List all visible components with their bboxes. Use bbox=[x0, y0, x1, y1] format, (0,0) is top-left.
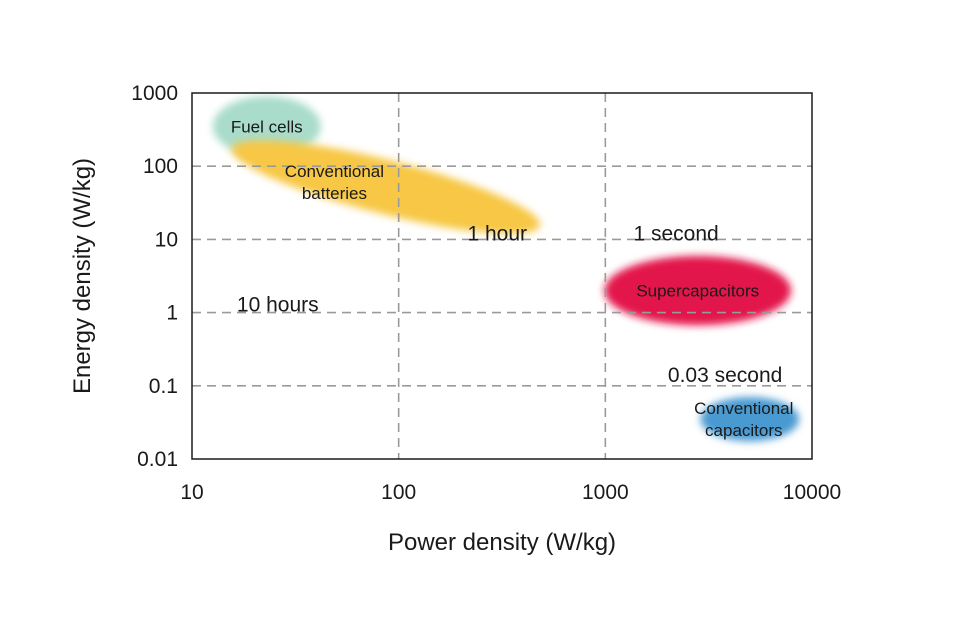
y-axis-label: Energy density (W/kg) bbox=[69, 158, 96, 394]
y-tick-label: 100 bbox=[143, 155, 178, 178]
y-tick-label: 1000 bbox=[131, 82, 178, 105]
region-labels-layer: Fuel cells Conventional batteries Supercapa… bbox=[231, 117, 794, 440]
ticks-layer: 10 100 1000 10000 0.01 0.1 1 10 100 1000 bbox=[131, 82, 841, 504]
annotation-label: 0.03 second bbox=[668, 364, 782, 387]
region-conventional-capacitors bbox=[700, 397, 800, 442]
grid-layer bbox=[192, 93, 812, 459]
region-label: Conventional bbox=[694, 399, 793, 418]
plot-frame bbox=[191, 92, 813, 460]
region-label: capacitors bbox=[705, 421, 782, 440]
annotation-label: 1 hour bbox=[467, 223, 527, 246]
region-label: batteries bbox=[302, 184, 367, 203]
y-tick-label: 10 bbox=[155, 228, 178, 251]
region-supercapacitors bbox=[604, 255, 792, 326]
annotation-label: 10 hours bbox=[237, 293, 319, 316]
y-tick-label: 1 bbox=[166, 302, 178, 325]
x-tick-label: 10000 bbox=[783, 481, 841, 504]
region-label: Supercapacitors bbox=[636, 282, 759, 301]
annotations-layer: 1 hour 1 second 10 hours 0.03 second bbox=[237, 223, 782, 387]
regions-layer bbox=[212, 96, 800, 442]
x-axis-label: Power density (W/kg) bbox=[388, 529, 616, 556]
x-tick-label: 1000 bbox=[582, 481, 629, 504]
y-tick-label: 0.01 bbox=[137, 448, 178, 471]
region-fuel-cells bbox=[212, 96, 321, 157]
y-tick-label: 0.1 bbox=[149, 375, 178, 398]
x-tick-label: 100 bbox=[381, 481, 416, 504]
annotation-label: 1 second bbox=[633, 223, 718, 246]
x-tick-label: 10 bbox=[180, 481, 203, 504]
region-label: Fuel cells bbox=[231, 117, 303, 136]
region-label: Conventional bbox=[285, 162, 384, 181]
region-conventional-batteries bbox=[231, 140, 541, 234]
